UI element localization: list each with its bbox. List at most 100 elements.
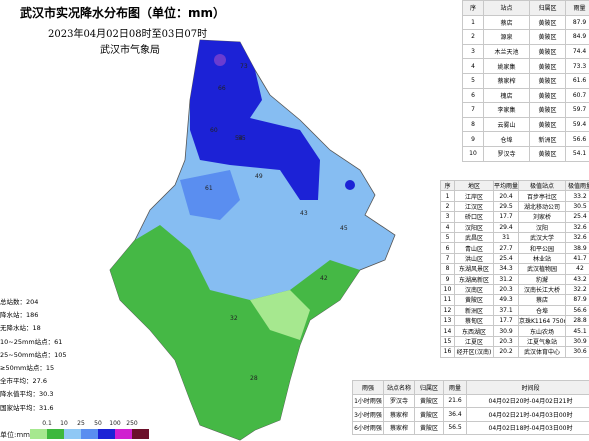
- cell: 20.3: [493, 335, 519, 348]
- cell: 江岸区: [454, 190, 494, 202]
- cell: 蔡店: [518, 294, 566, 306]
- header-cell: 雨量: [565, 0, 589, 16]
- cell: 14: [440, 325, 455, 337]
- cell: 45.1: [565, 325, 589, 337]
- cell: 黄陂区: [529, 14, 566, 31]
- station-value: 55: [238, 135, 246, 142]
- row: 2 江汉区 29.5 湖北移动公司 30.5: [440, 200, 589, 213]
- cell: 15: [440, 335, 455, 348]
- legend: 单位:mm 0.1 10 25 50 100 250: [0, 420, 149, 439]
- row: 1小时雨强 罗汉寺 黄陂区 21.6 04月02日20时-04月02日21时: [352, 393, 589, 408]
- cell: 5: [440, 231, 455, 244]
- cell: 04月02日21时-04月03日00时: [466, 407, 589, 422]
- cell: 32.6: [565, 231, 589, 244]
- cell: 6: [462, 87, 484, 104]
- station-value: 45: [340, 225, 348, 232]
- cell: 16: [440, 346, 455, 358]
- cell: 73.3: [565, 58, 589, 74]
- cell: 32.2: [565, 283, 589, 296]
- cell: 江汉区: [454, 200, 494, 213]
- cell: 黄陂区: [529, 145, 566, 162]
- cell: 54.1: [565, 145, 589, 162]
- cell: 17.7: [493, 211, 519, 223]
- cell: 17.7: [493, 315, 519, 327]
- station-value: 60: [210, 127, 218, 134]
- cell: 黄陂区: [529, 116, 566, 133]
- cell: 武汉大学: [518, 231, 566, 244]
- cell: 汉阳区: [454, 221, 494, 233]
- cell: 木兰天池: [483, 43, 530, 60]
- legend-swatch: [47, 429, 64, 439]
- header-row: 序站点 归属区 雨量: [462, 0, 589, 16]
- cell: 84.9: [565, 29, 589, 45]
- cell: 6小时雨强: [352, 420, 384, 435]
- cell: 武汉体育中心: [518, 346, 566, 358]
- cell: 李家集: [483, 102, 530, 118]
- cell: 31.2: [493, 273, 519, 285]
- legend-tick: 0.1: [42, 420, 52, 427]
- legend-swatch: [132, 429, 149, 439]
- station-value: 66: [218, 85, 226, 92]
- row: 16 经开区(汉南) 20.2 武汉体育中心 30.6: [440, 346, 589, 358]
- cell: 60.7: [565, 87, 589, 104]
- row: 3小时雨强 蔡家榨 黄陂区 36.4 04月02日21时-04月03日00时: [352, 407, 589, 422]
- cell: 黄陂区: [529, 29, 566, 45]
- stat: 10~25mm站点：61: [0, 337, 63, 346]
- cell: 10: [440, 283, 455, 296]
- cell: 25.4: [565, 211, 589, 223]
- cell: 41.7: [565, 252, 589, 265]
- cell: 43.2: [565, 273, 589, 285]
- cell: 百步亭社区: [518, 190, 566, 202]
- row: 6 槐店 黄陂区 60.7: [462, 87, 589, 104]
- agency: 武汉市气象局: [100, 45, 160, 56]
- cell: 7: [462, 102, 484, 118]
- cell: 87.9: [565, 14, 589, 31]
- station-value: 54: [235, 135, 243, 142]
- header-cell: 序: [440, 179, 455, 192]
- row: 3 硚口区 17.7 刘家桥 25.4: [440, 211, 589, 223]
- cell: 20.3: [493, 283, 519, 296]
- cell: 2: [440, 200, 455, 213]
- green-zone: [110, 225, 360, 440]
- row: 14 东西湖区 30.9 东山农场 45.1: [440, 325, 589, 337]
- row: 7 李家集 黄陂区 59.7: [462, 102, 589, 118]
- header-cell: 时间段: [466, 380, 589, 395]
- cell: 黄陂区: [414, 407, 444, 422]
- cell: 蔡家榨: [383, 407, 415, 422]
- header-cell: 雨量: [443, 380, 467, 395]
- row: 4 汉阳区 29.4 汉阳 32.6: [440, 221, 589, 233]
- cell: 武昌区: [454, 231, 494, 244]
- cell: 蔡店: [483, 14, 530, 31]
- subtitle: 2023年04月02日08时至03日07时: [48, 29, 208, 40]
- data-table: 序站点 归属区 雨量 1 蔡店 黄陂区 87.9 2 源泉 黄陂区 84.9 3 木兰天池 黄陂区 74.4…: [462, 0, 589, 162]
- station-value: 49: [255, 173, 263, 180]
- station-value: 32: [230, 315, 238, 322]
- header-cell: 归属区: [529, 0, 566, 16]
- cell: 槐店: [483, 87, 530, 104]
- legend-tick: 25: [77, 420, 85, 427]
- cell: 32.6: [565, 221, 589, 233]
- cell: 13: [440, 315, 455, 327]
- cell: 4: [440, 221, 455, 233]
- cell: 7: [440, 252, 455, 265]
- cell: 2: [462, 29, 484, 45]
- cell: 仓埠: [483, 131, 530, 147]
- header-cell: 平均雨量: [493, 179, 519, 192]
- cell: 20.4: [493, 190, 519, 202]
- cell: 刘家桥: [518, 211, 566, 223]
- cell: 56.6: [565, 131, 589, 147]
- cell: 源泉: [483, 29, 530, 45]
- cell: 9: [440, 273, 455, 285]
- cell: 49.3: [493, 294, 519, 306]
- header-cell: 归属区: [414, 380, 444, 395]
- cell: 12: [440, 304, 455, 317]
- cell: 罗汉寺: [383, 393, 415, 408]
- cell: 蔡家榨: [383, 420, 415, 435]
- legend-swatch: [115, 429, 132, 439]
- cell: 59.7: [565, 102, 589, 118]
- cell: 云雾山: [483, 116, 530, 133]
- stat: ≥50mm站点：15: [0, 364, 55, 372]
- cell: 8: [440, 263, 455, 275]
- station-value: 43: [300, 210, 308, 217]
- cell: 蔡家榨: [483, 72, 530, 89]
